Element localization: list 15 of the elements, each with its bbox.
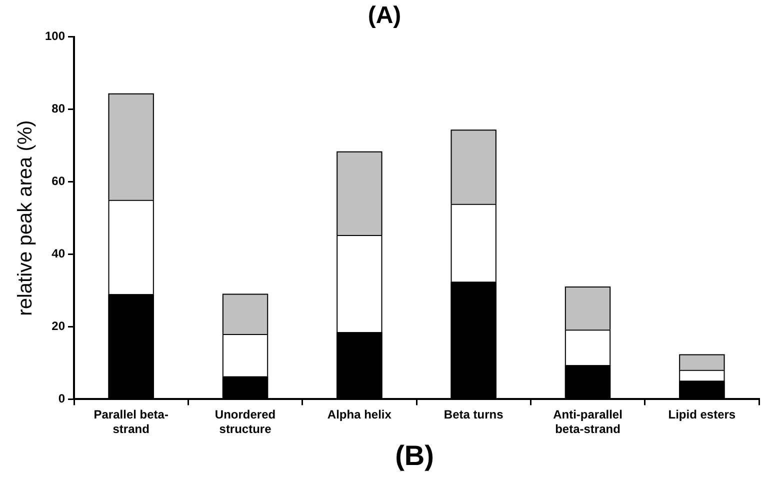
- x-tick-label: Alpha helix: [327, 408, 392, 422]
- text: (B): [394, 440, 435, 472]
- x-tick-label: Anti-parallel beta-strand: [553, 408, 622, 436]
- y-tick-label: 20: [52, 319, 66, 334]
- x-tick-label: Beta turns: [444, 408, 504, 422]
- y-tick-label: 60: [52, 174, 66, 188]
- x-tick-label: Unordered structure: [214, 408, 276, 436]
- y-tick-label: 80: [52, 102, 66, 116]
- y-axis-title: relative peak area (%): [14, 120, 37, 316]
- x-tick-label: Parallel beta-strand: [94, 408, 168, 436]
- chart-title: (A): [368, 2, 402, 30]
- x-tick-label: Lipid esters: [668, 408, 736, 422]
- y-tick-label: 0: [58, 392, 66, 406]
- y-tick-label: 40: [52, 246, 66, 261]
- y-tick-label: 100: [44, 29, 66, 44]
